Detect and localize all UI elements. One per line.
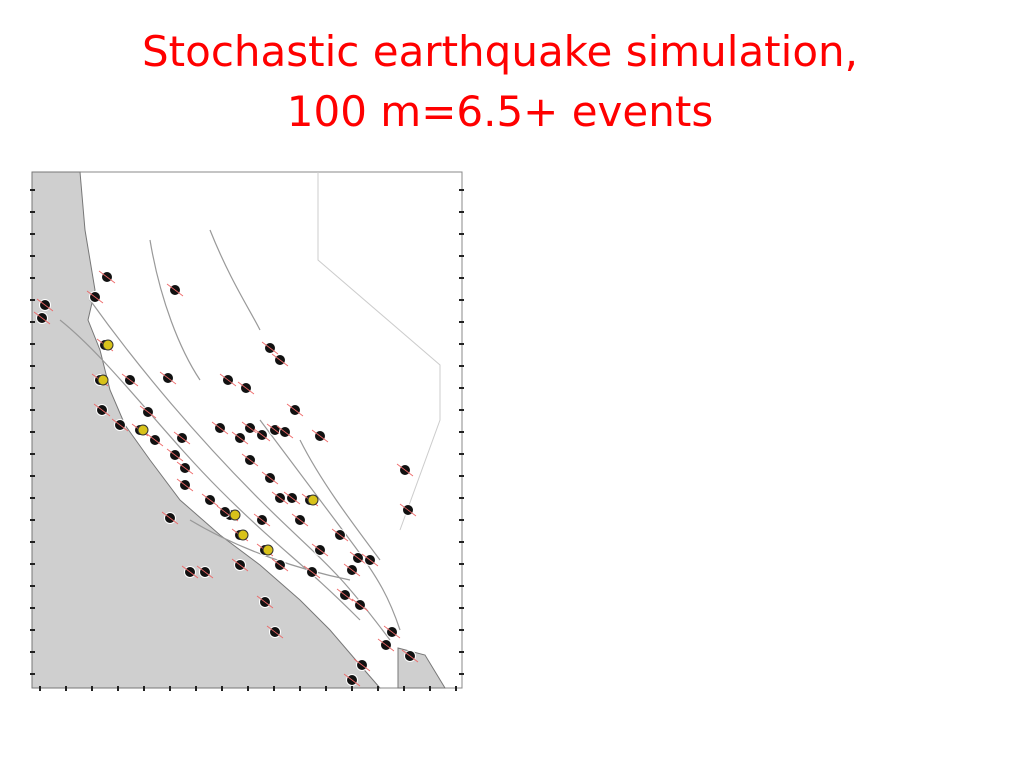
large-event-marker <box>137 424 149 436</box>
rupture-line <box>36 298 54 312</box>
rupture-line <box>159 371 177 385</box>
rupture-line <box>361 553 379 567</box>
rupture-line <box>231 558 249 572</box>
rupture-line <box>241 421 259 435</box>
fault <box>259 419 401 631</box>
large-event-marker <box>97 374 109 386</box>
rupture-line <box>256 595 274 609</box>
rupture-line <box>196 565 214 579</box>
rupture-line <box>343 673 361 687</box>
fault <box>149 239 201 381</box>
rupture-line <box>166 283 184 297</box>
rupture-line <box>311 429 329 443</box>
rupture-line <box>291 513 309 527</box>
rupture-line <box>219 373 237 387</box>
rupture-line <box>336 588 354 602</box>
rupture-line <box>161 511 179 525</box>
rupture-line <box>231 431 249 445</box>
fault <box>89 299 391 641</box>
rupture-line <box>396 463 414 477</box>
title-line: 100 m=6.5+ events <box>286 87 714 136</box>
rupture-line <box>401 649 419 663</box>
rupture-line <box>253 428 271 442</box>
frame-ticks <box>30 189 464 691</box>
rupture-line <box>176 461 194 475</box>
rupture-line <box>343 563 361 577</box>
rupture-line <box>271 491 289 505</box>
rupture-line <box>311 543 329 557</box>
rupture-line <box>283 491 301 505</box>
rupture-line <box>353 658 371 672</box>
slide-title: Stochastic earthquake simulation, 100 m=… <box>0 22 1000 142</box>
rupture-line <box>93 403 111 417</box>
rupture-line <box>349 551 367 565</box>
rupture-line <box>111 418 129 432</box>
fault <box>209 229 261 331</box>
rupture-line <box>201 493 219 507</box>
large-event-marker <box>237 529 249 541</box>
rupture-line <box>271 558 289 572</box>
fault-lines <box>59 229 401 641</box>
large-event-marker <box>229 509 241 521</box>
rupture-line <box>166 448 184 462</box>
rupture-line <box>261 341 279 355</box>
rupture-line <box>276 425 294 439</box>
fault <box>299 439 381 561</box>
fault <box>189 519 351 581</box>
rupture-line <box>271 353 289 367</box>
rupture-line <box>33 311 51 325</box>
rupture-line <box>237 381 255 395</box>
rupture-line <box>98 270 116 284</box>
rupture-line <box>173 431 191 445</box>
large-event-marker <box>307 494 319 506</box>
rupture-line <box>176 478 194 492</box>
rupture-line <box>303 565 321 579</box>
rupture-line <box>383 625 401 639</box>
rupture-line <box>241 453 259 467</box>
title-line: Stochastic earthquake simulation, <box>142 27 858 76</box>
rupture-line <box>286 403 304 417</box>
rupture-line <box>139 405 157 419</box>
rupture-line <box>377 638 395 652</box>
large-event-marker <box>262 544 274 556</box>
rupture-line <box>211 421 229 435</box>
rupture-line <box>253 513 271 527</box>
events <box>33 270 419 687</box>
rupture-line <box>181 565 199 579</box>
rupture-line <box>399 503 417 517</box>
rupture-line <box>86 290 104 304</box>
rupture-line <box>331 528 349 542</box>
rupture-line <box>266 625 284 639</box>
rupture-line <box>121 373 139 387</box>
rupture-line <box>146 433 164 447</box>
rupture-line <box>351 598 369 612</box>
rupture-line <box>261 471 279 485</box>
large-event-marker <box>102 339 114 351</box>
state-border <box>317 172 441 531</box>
